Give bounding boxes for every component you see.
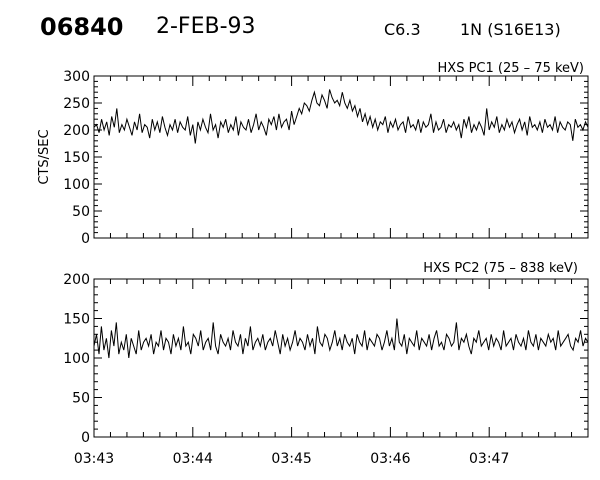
y-tick-label: 150 <box>63 312 90 328</box>
y-tick-label: 150 <box>63 150 90 166</box>
event-date: 2-FEB-93 <box>156 14 256 39</box>
x-tick-label: 03:46 <box>370 451 410 467</box>
active-region: 1N (S16E13) <box>460 20 561 39</box>
pc2-title: HXS PC2 (75 – 838 keV) <box>423 261 578 276</box>
x-tick-label: 03:47 <box>469 451 509 467</box>
pc2-x-tick-labels: 03:43 03:44 03:45 03:46 03:47 <box>74 451 510 467</box>
y-tick-label: 200 <box>63 272 90 288</box>
y-tick-label: 100 <box>63 177 90 193</box>
pc1-panel: HXS PC1 (25 – 75 keV) CTS/SEC 0 50 100 150 2… <box>37 61 589 247</box>
x-tick-label: 03:44 <box>173 451 213 467</box>
pc2-x-ticks <box>93 279 589 437</box>
pc1-series-line <box>93 89 589 144</box>
pc2-y-ticks: 0 50 100 150 200 <box>63 272 588 446</box>
y-tick-label: 250 <box>63 96 90 112</box>
event-id: 06840 <box>40 13 124 41</box>
pc1-x-ticks <box>93 76 589 238</box>
y-tick-label: 300 <box>63 69 90 85</box>
pc2-plot-frame <box>93 278 589 438</box>
pc1-title: HXS PC1 (25 – 75 keV) <box>438 61 584 76</box>
y-tick-label: 100 <box>63 351 90 367</box>
y-tick-label: 50 <box>72 204 90 220</box>
pc2-panel: HXS PC2 (75 – 838 keV) 0 50 100 150 200 03:4… <box>63 261 589 467</box>
y-tick-label: 0 <box>81 430 90 446</box>
pc1-ylabel: CTS/SEC <box>37 129 52 184</box>
pc1-y-ticks: 0 50 100 150 200 250 300 <box>63 69 588 247</box>
x-tick-label: 03:43 <box>74 451 114 467</box>
x-tick-label: 03:45 <box>271 451 311 467</box>
pc2-series-line <box>93 318 589 359</box>
y-tick-label: 0 <box>81 231 90 247</box>
y-tick-label: 50 <box>72 391 90 407</box>
y-tick-label: 200 <box>63 123 90 139</box>
goes-class: C6.3 <box>384 20 421 39</box>
